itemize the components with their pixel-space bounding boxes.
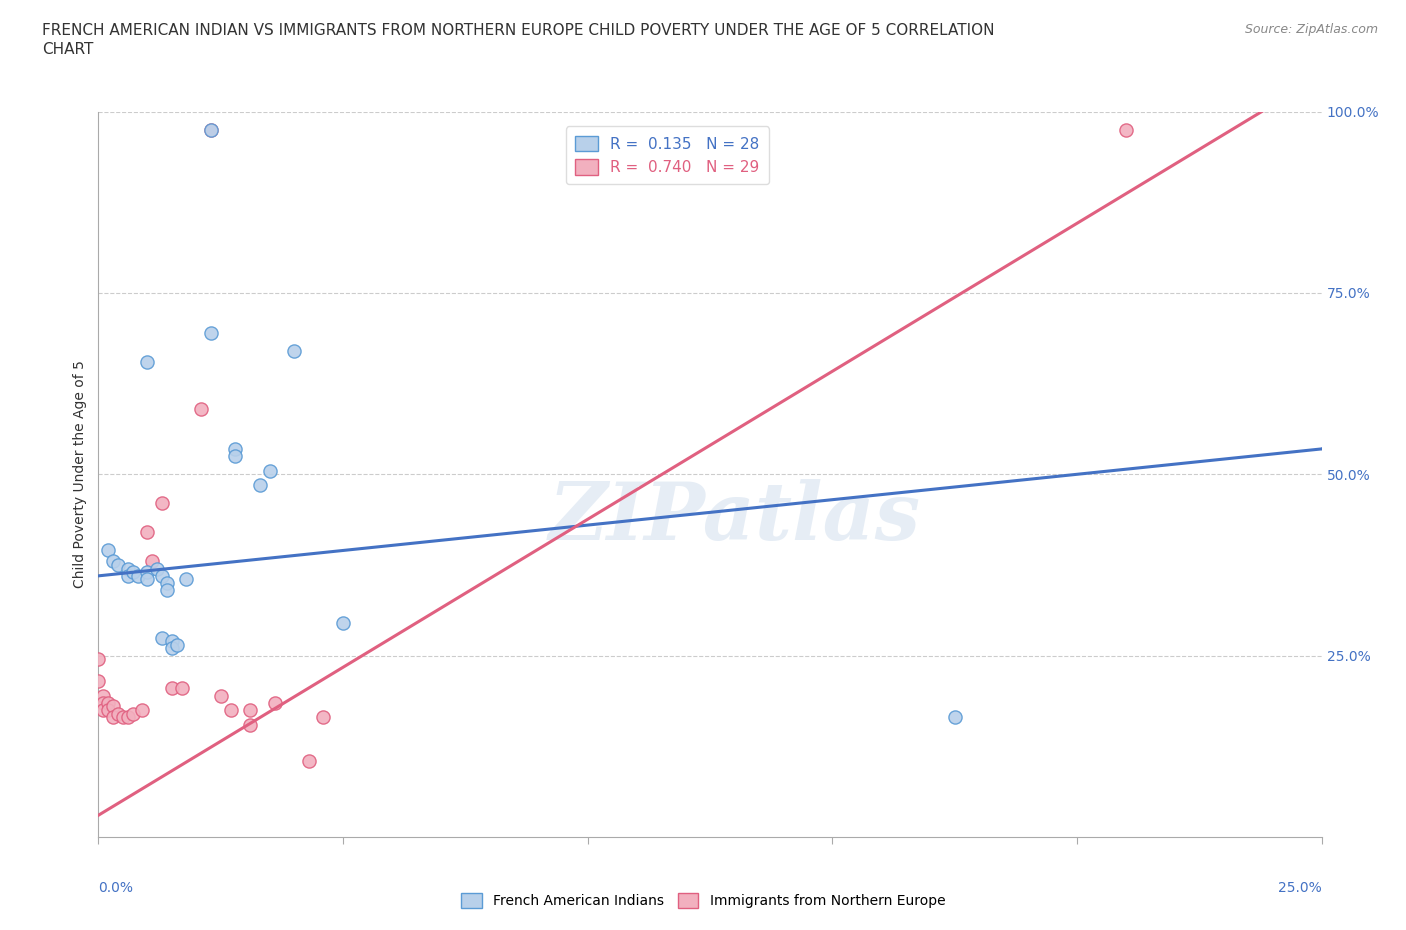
- Text: CHART: CHART: [42, 42, 94, 57]
- Point: [97, 703, 120, 718]
- Point: [136, 525, 159, 539]
- Point: [160, 633, 183, 648]
- Point: [131, 703, 153, 718]
- Point: [146, 561, 169, 576]
- Point: [101, 699, 124, 714]
- Point: [249, 478, 271, 493]
- Point: [160, 681, 183, 696]
- Point: [127, 568, 149, 583]
- Point: [200, 123, 222, 138]
- Point: [97, 543, 120, 558]
- Point: [209, 688, 232, 703]
- Point: [97, 696, 120, 711]
- Point: [176, 572, 198, 587]
- Text: Source: ZipAtlas.com: Source: ZipAtlas.com: [1244, 23, 1378, 36]
- Point: [332, 616, 354, 631]
- Point: [117, 568, 139, 583]
- Point: [121, 565, 143, 579]
- Point: [136, 354, 159, 369]
- Point: [156, 583, 179, 598]
- Point: [224, 449, 246, 464]
- Point: [943, 710, 966, 724]
- Point: [312, 710, 335, 724]
- Point: [150, 631, 173, 645]
- Text: 25.0%: 25.0%: [1278, 881, 1322, 895]
- Point: [107, 558, 129, 573]
- Text: 0.0%: 0.0%: [98, 881, 134, 895]
- Point: [91, 703, 114, 718]
- Point: [200, 326, 222, 340]
- Point: [91, 696, 114, 711]
- Point: [87, 673, 110, 688]
- Point: [150, 568, 173, 583]
- Point: [87, 652, 110, 667]
- Text: FRENCH AMERICAN INDIAN VS IMMIGRANTS FROM NORTHERN EUROPE CHILD POVERTY UNDER TH: FRENCH AMERICAN INDIAN VS IMMIGRANTS FRO…: [42, 23, 994, 38]
- Legend: R =  0.135   N = 28, R =  0.740   N = 29: R = 0.135 N = 28, R = 0.740 N = 29: [565, 126, 769, 184]
- Point: [117, 710, 139, 724]
- Point: [224, 442, 246, 457]
- Point: [190, 402, 212, 417]
- Point: [1115, 123, 1137, 138]
- Point: [166, 637, 188, 652]
- Point: [298, 753, 321, 768]
- Point: [107, 706, 129, 721]
- Point: [91, 688, 114, 703]
- Point: [156, 576, 179, 591]
- Point: [111, 710, 134, 724]
- Point: [150, 496, 173, 511]
- Point: [121, 706, 143, 721]
- Point: [136, 572, 159, 587]
- Point: [101, 710, 124, 724]
- Text: ZIPatlas: ZIPatlas: [548, 479, 921, 556]
- Point: [259, 463, 281, 478]
- Point: [239, 717, 262, 732]
- Point: [136, 565, 159, 579]
- Point: [263, 696, 285, 711]
- Y-axis label: Child Poverty Under the Age of 5: Child Poverty Under the Age of 5: [73, 360, 87, 589]
- Point: [101, 554, 124, 569]
- Point: [239, 703, 262, 718]
- Point: [160, 641, 183, 656]
- Point: [219, 703, 242, 718]
- Point: [283, 343, 305, 358]
- Point: [117, 561, 139, 576]
- Point: [200, 123, 222, 138]
- Point: [141, 554, 163, 569]
- Point: [170, 681, 193, 696]
- Legend: French American Indians, Immigrants from Northern Europe: French American Indians, Immigrants from…: [456, 888, 950, 914]
